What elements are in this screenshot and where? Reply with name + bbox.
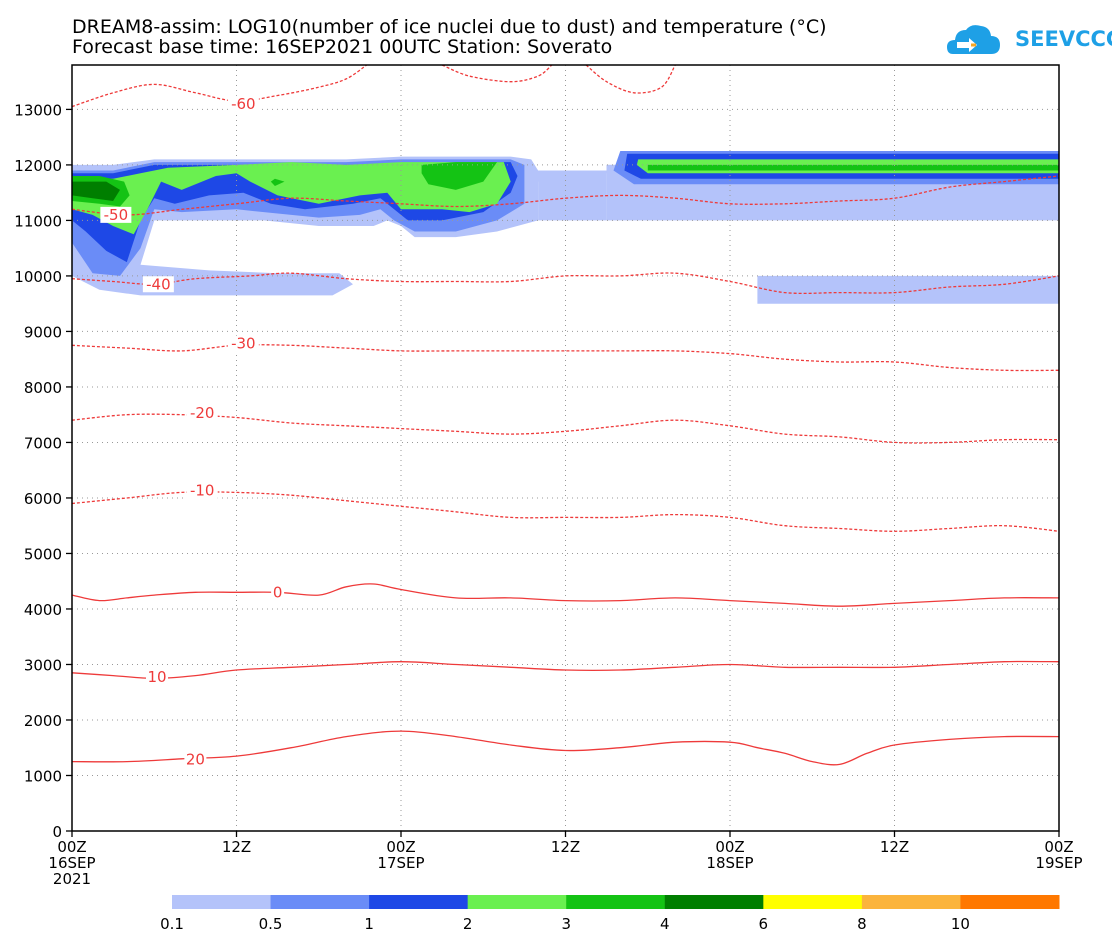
x-tick-label: 17SEP [377, 854, 424, 872]
y-tick-label: 6000 [24, 490, 62, 508]
colorbar-swatch [763, 895, 863, 909]
colorbar-label: 0.1 [160, 915, 184, 933]
y-tick-label: 3000 [24, 656, 62, 674]
colorbar-swatch [467, 895, 567, 909]
temperature-contour-4 [72, 272, 1059, 295]
x-tick-label: 00Z [386, 838, 415, 856]
y-tick-label: 9000 [24, 323, 62, 341]
y-tick-label: 0 [52, 823, 62, 841]
cloud-icon [947, 25, 1000, 54]
colorbar-label: 3 [561, 915, 571, 933]
x-tick-label: 19SEP [1035, 854, 1082, 872]
y-axis: 0 1000 2000 3000 4000 5000 6000 7000 8000 9000 100… [14, 101, 72, 841]
chart-title: DREAM8-assim: LOG10(number of ice nuclei… [72, 16, 827, 38]
x-tick-label: 2021 [53, 870, 91, 888]
temperature-contour-1 [441, 65, 553, 83]
y-tick-label: 12000 [14, 157, 62, 175]
temperature-contour-10 [72, 730, 1059, 766]
colorbar-label: 2 [463, 915, 473, 933]
y-tick-label: 5000 [24, 545, 62, 563]
x-tick-label: 00Z [57, 838, 86, 856]
y-tick-label: 7000 [24, 434, 62, 452]
contour-label-layer: -60 -50 -40 -30 -20 -10 0 10 20 [100, 95, 285, 768]
colorbar-label: 10 [951, 915, 970, 933]
contour-label: -60 [231, 95, 256, 113]
temperature-contour-3 [72, 175, 1059, 216]
x-tick-label: 18SEP [706, 854, 753, 872]
contour-label-bg [186, 482, 218, 499]
y-tick-label: 13000 [14, 101, 62, 119]
y-tick-label: 2000 [24, 712, 62, 730]
y-tick-label: 8000 [24, 379, 62, 397]
temperature-contour-6 [72, 413, 1059, 444]
dust-fill-region-11 [421, 162, 497, 190]
dust-fill-region-1 [538, 170, 607, 221]
colorbar-swatch [861, 895, 961, 909]
x-tick-label: 00Z [715, 838, 744, 856]
colorbar-swatch [172, 895, 272, 909]
contour-label: -20 [190, 404, 215, 422]
contour-label-bg [184, 751, 207, 768]
colorbar-label: 1 [364, 915, 374, 933]
chart-subtitle: Forecast base time: 16SEP2021 00UTC Stat… [72, 36, 613, 58]
x-tick-label: 16SEP [48, 854, 95, 872]
temperature-contour-layer [72, 65, 1059, 766]
dust-fill-region-3 [757, 275, 1059, 304]
seevccc-logo [945, 18, 1105, 62]
colorbar-swatch [369, 895, 469, 909]
x-tick-label: 12Z [222, 838, 251, 856]
contour-label: -30 [231, 335, 256, 353]
x-tick-label: 00Z [1044, 838, 1073, 856]
dust-fill-region-14 [72, 181, 120, 201]
y-tick-label: 1000 [24, 767, 62, 785]
contour-label: -10 [190, 482, 215, 500]
x-tick-label: 12Z [880, 838, 909, 856]
colorbar-label: 8 [857, 915, 867, 933]
contour-label: 20 [186, 750, 205, 768]
colorbar-label: 6 [759, 915, 769, 933]
y-tick-label: 11000 [14, 212, 62, 230]
y-tick-label: 4000 [24, 601, 62, 619]
temperature-contour-2 [585, 65, 676, 94]
temperature-contour-5 [72, 344, 1059, 372]
temperature-contour-9 [72, 660, 1059, 680]
temperature-contour-0 [72, 65, 368, 108]
contour-label-bg [142, 276, 174, 293]
contour-label-bg [186, 405, 218, 422]
contour-label-bg [271, 584, 285, 601]
contour-label-bg [145, 669, 168, 686]
colorbar-label: 4 [660, 915, 670, 933]
colorbar-swatch [566, 895, 666, 909]
y-tick-label: 10000 [14, 268, 62, 286]
contour-label: -40 [146, 275, 171, 293]
contour-label-bg [227, 95, 259, 112]
colorbar-swatch [270, 895, 370, 909]
temperature-contour-7 [72, 491, 1059, 532]
contour-label: 0 [273, 583, 283, 601]
contour-label: 10 [147, 668, 166, 686]
x-tick-label: 12Z [551, 838, 580, 856]
contour-label-bg [100, 206, 132, 223]
temperature-contour-8 [72, 583, 1059, 607]
colorbar-label: 0.5 [259, 915, 283, 933]
dust-fill-region-12 [647, 164, 1059, 171]
colorbar: 0.1 0.5 1 2 3 4 6 8 10 [160, 895, 1060, 933]
dust-fill-region-13 [270, 178, 285, 186]
colorbar-swatch [664, 895, 764, 909]
contour-label: -50 [104, 206, 129, 224]
colorbar-swatch [960, 895, 1060, 909]
contour-label-bg [227, 335, 259, 352]
logo-text: SEEVCCC [1015, 27, 1112, 51]
dust-fill-layer [72, 151, 1059, 304]
